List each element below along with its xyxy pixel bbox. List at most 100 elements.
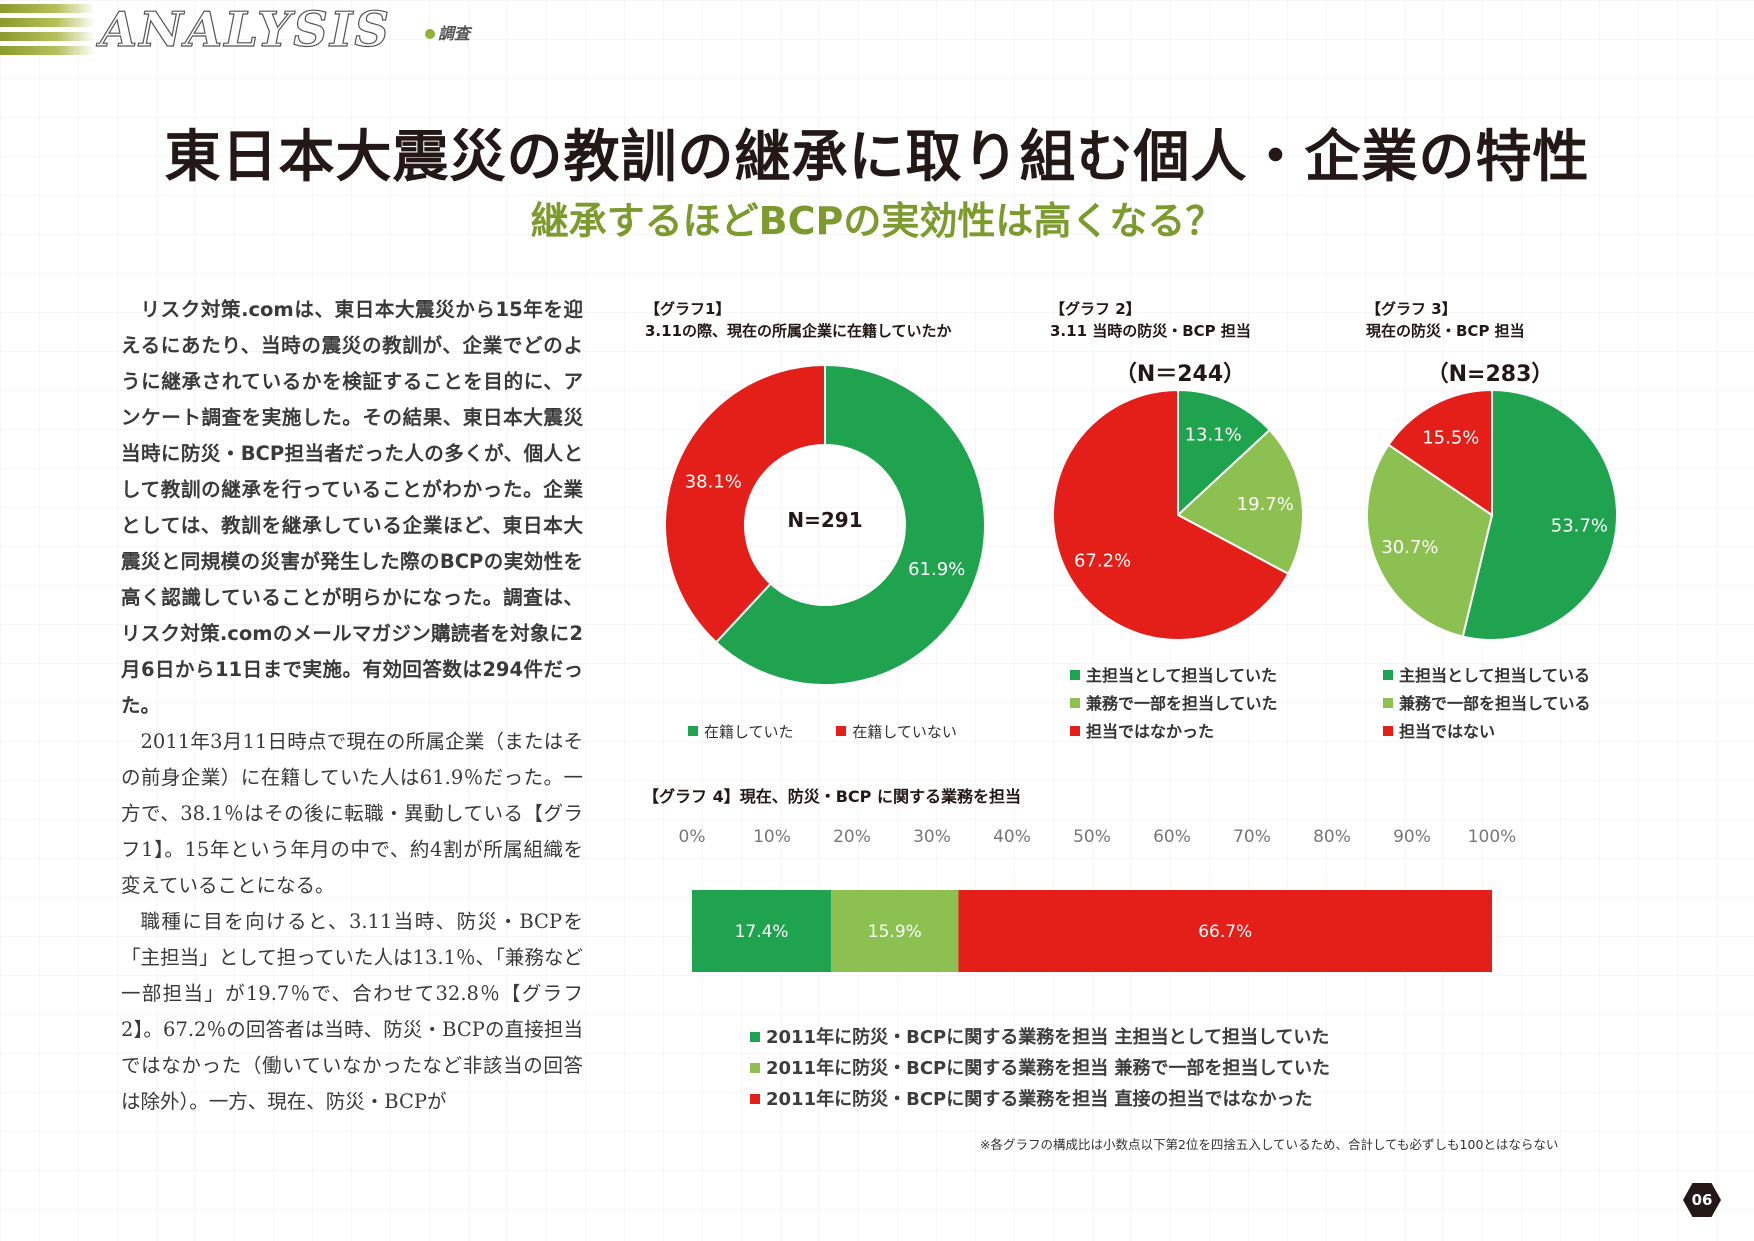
legend-item: 主担当として担当している [1383,662,1591,690]
legend-label: 兼務で一部を担当していた [1086,694,1278,713]
slice-data-label: 15.5% [1422,428,1479,449]
pie-slice [664,363,826,644]
legend-swatch [750,1063,760,1073]
slice-data-label: 38.1% [685,471,742,492]
slice-data-label: 30.7% [1381,537,1438,558]
pie-slice [1366,443,1494,638]
graph3-heading: 【グラフ 3】 現在の防災・BCP 担当 [1366,298,1525,342]
slice-data-label: 61.9% [908,559,965,580]
graph4-title: 現在、防災・BCP に関する業務を担当 [739,787,1021,806]
x-tick-label: 40% [993,827,1031,847]
bar-segment [831,890,959,972]
x-tick-label: 90% [1393,827,1431,847]
legend-item: 担当ではなかった [1070,718,1278,746]
legend-label: 主担当として担当していた [1086,666,1278,685]
x-tick-label: 70% [1233,827,1271,847]
legend-swatch [1070,726,1080,736]
header-stripe [0,4,95,13]
section-tag: 調査 [425,20,470,44]
lead-text: リスク対策.comは、東日本大震災から15年を迎えるにあたり、当時の震災の教訓が… [121,298,583,717]
bar-data-label: 17.4% [735,922,789,942]
slice-data-label: 67.2% [1074,551,1131,572]
legend-label: 2011年に防災・BCPに関する業務を担当 主担当として担当していた [766,1027,1330,1048]
legend-swatch [688,726,698,736]
graph3-legend: 主担当として担当している 兼務で一部を担当している 担当ではない [1383,662,1591,746]
legend-item: 2011年に防災・BCPに関する業務を担当 兼務で一部を担当していた [750,1053,1330,1084]
bar-data-label: 15.9% [868,922,922,942]
legend-label: 担当ではない [1399,722,1496,741]
slice-data-label: 53.7% [1551,516,1608,537]
section-label: ANALYSIS [99,1,392,58]
lead-paragraph: リスク対策.comは、東日本大震災から15年を迎えるにあたり、当時の震災の教訓が… [121,292,583,724]
pie-slice [1176,428,1304,576]
graph4-legend: 2011年に防災・BCPに関する業務を担当 主担当として担当していた 2011年… [750,1022,1330,1115]
legend-swatch [1070,670,1080,680]
x-tick-label: 80% [1313,827,1351,847]
legend-swatch [750,1094,760,1104]
graph1-n-label: N=291 [787,508,863,532]
graph3-label: 【グラフ 3】 [1366,300,1457,318]
legend-item: 在籍していない [836,723,957,741]
graph4-stacked-bar-chart: 0% 10% 20% 30% 40% 50% 60% 70% 80% 90% 100% 17.4% 15… [679,827,1517,972]
legend-swatch [836,726,847,736]
x-tick-label: 0% [679,827,706,847]
page-number: 06 [1683,1183,1721,1217]
slice-data-label: 13.1% [1185,425,1242,446]
bar-data-label: 66.7% [1198,922,1252,942]
pie-slice [1052,388,1290,641]
legend-label: 2011年に防災・BCPに関する業務を担当 兼務で一部を担当していた [766,1058,1330,1079]
legend-item: 2011年に防災・BCPに関する業務を担当 直接の担当ではなかった [750,1084,1330,1115]
legend-label: 在籍していた [704,723,794,741]
body-paragraph: 職種に目を向けると、3.11当時、防災・BCPを「主担当」として担っていた人は1… [121,910,583,1113]
legend-item: 兼務で一部を担当している [1383,690,1591,718]
page-title: 東日本大震災の教訓の継承に取り組む個人・企業の特性 [164,125,1590,190]
header-stripe [0,46,95,55]
bullet-dot-icon [425,29,435,39]
legend-swatch [750,1032,760,1042]
x-tick-label: 100% [1468,827,1517,847]
section-tag-text: 調査 [438,24,471,43]
graph4-heading: 【グラフ 4】現在、防災・BCP に関する業務を担当 [643,786,1021,808]
body-text: 2011年3月11日時点で現在の所属企業（またはその前身企業）に在籍していた人は… [121,724,583,1120]
page-subtitle: 継承するほどBCPの実効性は高くなる？ [530,199,1224,243]
graph3-title: 現在の防災・BCP 担当 [1366,322,1525,340]
graph1-label: 【グラフ1】 [645,300,731,318]
legend-swatch [1383,726,1393,736]
graph2-n-label: （N＝244） [1114,362,1246,387]
pie-slice [1177,388,1272,518]
legend-swatch [1383,670,1393,680]
graph1-title: 3.11の際、現在の所属企業に在籍していたか [645,322,952,340]
header-stripe [0,18,95,27]
legend-label: 兼務で一部を担当している [1399,694,1591,713]
x-tick-label: 10% [753,827,791,847]
legend-item: 2011年に防災・BCPに関する業務を担当 主担当として担当していた [750,1022,1330,1053]
graph1-legend: 在籍していた 在籍していない [688,718,957,746]
header-stripe [0,32,95,41]
x-tick-label: 20% [833,827,871,847]
slice-data-label: 19.7% [1237,494,1294,515]
legend-swatch [1070,698,1080,708]
x-tick-label: 60% [1153,827,1191,847]
legend-label: 在籍していない [852,723,957,741]
graph3-n-label: （N=283） [1426,362,1554,387]
graph2-legend: 主担当として担当していた 兼務で一部を担当していた 担当ではなかった [1070,662,1278,746]
graph1-donut-chart: 61.9% 38.1% [664,363,986,686]
graph2-pie-chart: 13.1% 19.7% 67.2% [1052,388,1304,641]
body-paragraph: 2011年3月11日時点で現在の所属企業（またはその前身企業）に在籍していた人は… [121,730,583,897]
legend-label: 主担当として担当している [1399,666,1591,685]
legend-item: 在籍していた [688,723,794,741]
pie-slice [1461,388,1618,641]
bar-segment [692,890,832,972]
x-tick-label: 30% [913,827,951,847]
pie-slice [714,363,986,686]
x-tick-label: 50% [1073,827,1111,847]
graph3-pie-chart: 53.7% 30.7% 15.5% [1366,388,1618,641]
legend-item: 主担当として担当していた [1070,662,1278,690]
graph2-label: 【グラフ 2】 [1050,300,1141,318]
legend-item: 担当ではない [1383,718,1591,746]
bar-segment [958,890,1492,972]
graph2-heading: 【グラフ 2】 3.11 当時の防災・BCP 担当 [1050,298,1251,342]
legend-item: 兼務で一部を担当していた [1070,690,1278,718]
graph4-label: 【グラフ 4】 [643,787,740,806]
graph2-title: 3.11 当時の防災・BCP 担当 [1050,322,1251,340]
